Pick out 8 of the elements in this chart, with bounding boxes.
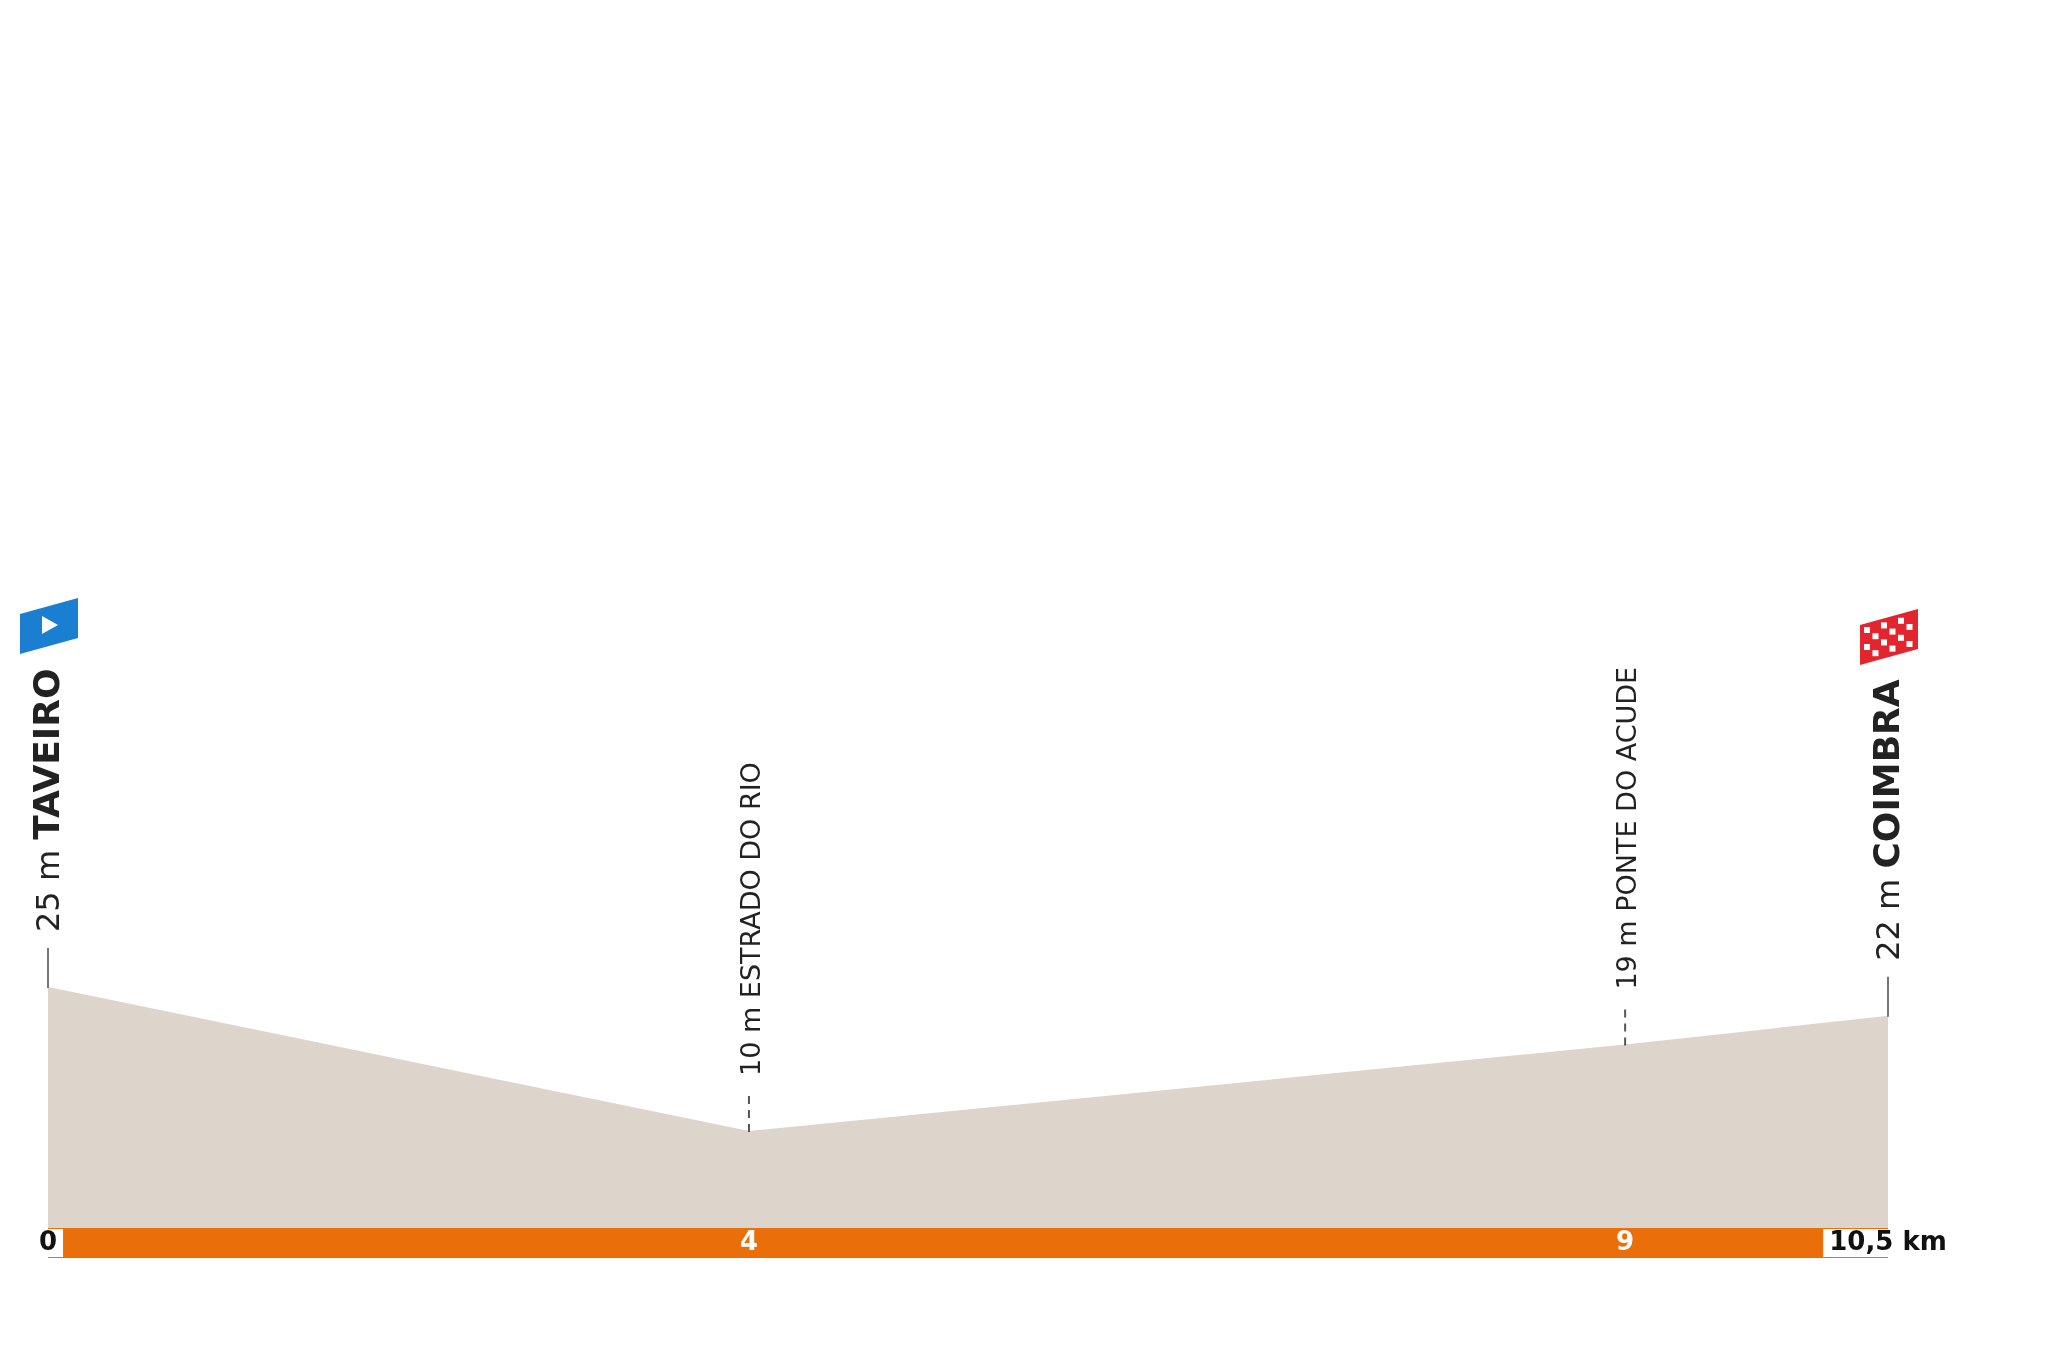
data-label: 22 m COIMBRA (1866, 679, 1907, 961)
data-label: 19 m PONTE DO ACUDE (1611, 666, 1643, 990)
x-tick-label: 0 (38, 1225, 58, 1256)
x-tick-label: 10,5 km (1829, 1225, 1947, 1256)
data-label: 25 m TAVEIRO (26, 668, 67, 932)
x-tick-label: 4 (739, 1225, 758, 1256)
x-tick-label: 9 (1616, 1225, 1635, 1256)
data-label: 10 m ESTRADO DO RIO (734, 762, 766, 1076)
